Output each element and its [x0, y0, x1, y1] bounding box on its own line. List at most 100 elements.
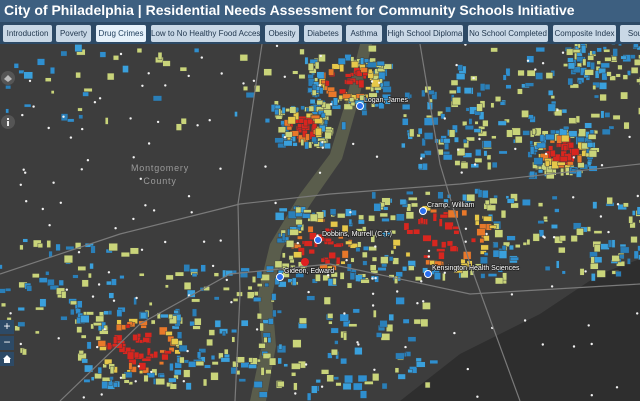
- tab[interactable]: Obesity: [265, 25, 299, 42]
- point: [478, 137, 481, 141]
- point: [129, 117, 132, 120]
- river: [400, 259, 640, 401]
- point: [59, 201, 62, 204]
- census-block: [260, 367, 265, 376]
- point: [81, 127, 84, 131]
- census-block: [171, 338, 179, 346]
- census-block: [550, 150, 556, 157]
- census-block: [480, 256, 488, 264]
- tab[interactable]: High School Diploma: [387, 25, 463, 42]
- school-label: Dobbins, Murrell (C.T.): [322, 231, 392, 238]
- census-block: [368, 45, 377, 53]
- census-block: [268, 318, 274, 325]
- census-block: [611, 255, 621, 262]
- census-block: [309, 232, 317, 240]
- census-block: [587, 55, 594, 61]
- census-block: [510, 256, 519, 261]
- census-block: [165, 284, 169, 289]
- point: [107, 271, 111, 274]
- region-label: Montgomery: [131, 163, 189, 173]
- census-block: [637, 245, 640, 252]
- tab[interactable]: No School Completed: [468, 25, 548, 42]
- census-block: [598, 68, 606, 74]
- info-button[interactable]: [0, 114, 16, 130]
- census-block: [628, 216, 633, 224]
- census-block: [132, 334, 139, 341]
- census-block: [339, 88, 346, 95]
- census-block: [447, 209, 456, 219]
- census-block: [594, 94, 600, 99]
- point: [420, 280, 423, 283]
- census-block: [368, 246, 377, 251]
- census-block: [371, 256, 378, 262]
- tab[interactable]: Diabetes: [304, 25, 342, 42]
- point: [510, 293, 514, 296]
- school-marker[interactable]: [424, 270, 432, 278]
- census-block: [490, 47, 498, 53]
- census-block: [466, 136, 475, 142]
- census-block: [593, 230, 603, 234]
- census-block: [269, 357, 277, 366]
- point: [19, 342, 22, 346]
- census-block: [285, 131, 293, 138]
- census-block: [175, 123, 182, 131]
- point: [321, 141, 324, 144]
- census-block: [332, 278, 337, 285]
- point: [140, 248, 144, 251]
- census-block: [274, 109, 279, 115]
- point: [19, 183, 22, 186]
- point: [225, 278, 228, 282]
- census-block: [179, 356, 185, 364]
- tab[interactable]: Composite Index: [553, 25, 616, 42]
- census-block: [476, 103, 483, 112]
- census-block: [185, 382, 192, 391]
- zoom-in-button[interactable]: +: [0, 320, 14, 334]
- school-marker[interactable]: [314, 236, 322, 244]
- census-block: [357, 241, 362, 248]
- census-block: [327, 313, 334, 319]
- school-marker[interactable]: [276, 273, 284, 281]
- census-block: [453, 230, 460, 235]
- census-block: [581, 45, 587, 54]
- tab[interactable]: Asthma: [346, 25, 382, 42]
- point: [371, 277, 374, 280]
- census-block: [630, 67, 639, 74]
- school-marker[interactable]: [356, 102, 364, 110]
- census-block: [561, 134, 570, 143]
- census-block: [579, 268, 585, 276]
- tab[interactable]: Low to No Healthy Food Access: [151, 25, 260, 42]
- census-block: [89, 262, 94, 270]
- school-marker[interactable]: [419, 207, 427, 215]
- point: [164, 84, 167, 87]
- census-block: [383, 206, 389, 211]
- tab[interactable]: Introduction: [3, 25, 52, 42]
- census-block: [353, 382, 363, 391]
- point: [590, 394, 593, 397]
- point: [420, 157, 423, 160]
- census-block: [452, 226, 460, 230]
- census-block: [399, 198, 407, 205]
- tab[interactable]: Drug Crimes: [96, 25, 146, 42]
- census-block: [495, 277, 504, 285]
- census-block: [253, 381, 263, 388]
- tab[interactable]: Sou: [620, 25, 640, 42]
- zoom-out-button[interactable]: −: [0, 336, 14, 350]
- home-button[interactable]: [0, 352, 14, 366]
- census-block: [424, 150, 432, 156]
- census-block: [422, 302, 431, 310]
- census-block: [569, 83, 579, 89]
- census-block: [339, 313, 349, 322]
- census-block: [491, 161, 498, 168]
- census-block: [288, 255, 294, 261]
- layers-button[interactable]: [0, 70, 16, 86]
- census-block: [591, 50, 596, 55]
- census-block: [168, 377, 177, 383]
- census-block: [636, 45, 640, 51]
- census-block: [60, 316, 68, 321]
- census-block: [49, 284, 60, 290]
- point: [150, 370, 153, 374]
- census-block: [596, 47, 602, 53]
- point: [443, 117, 446, 120]
- tab[interactable]: Poverty: [56, 25, 91, 42]
- census-block: [310, 114, 320, 119]
